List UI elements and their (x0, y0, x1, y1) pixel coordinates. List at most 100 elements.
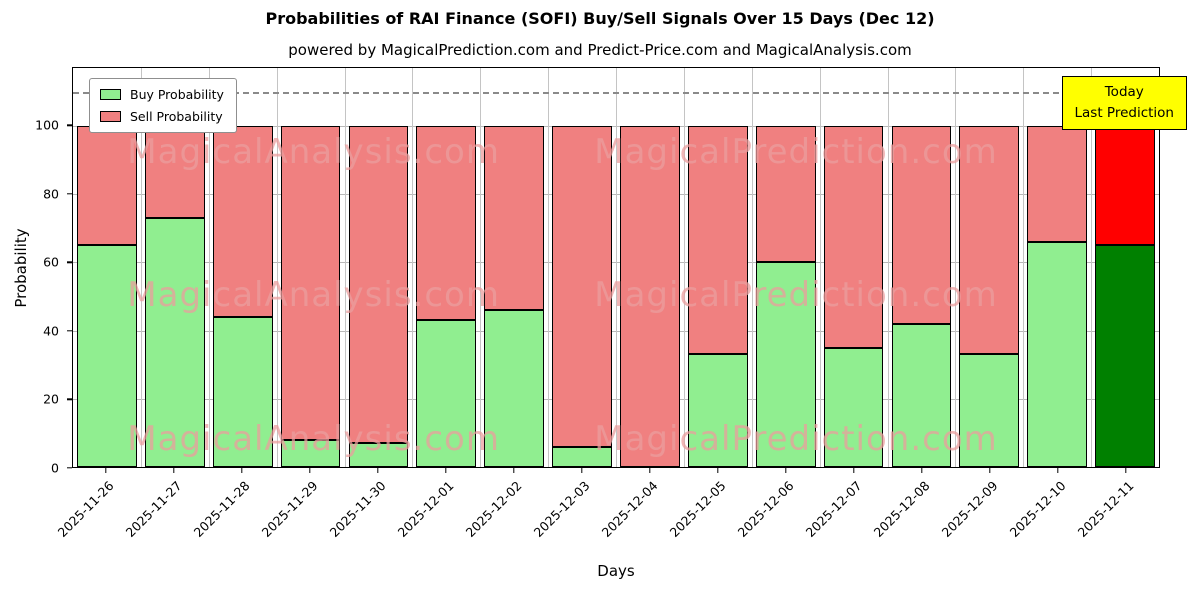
bar-segment-buy (552, 446, 612, 467)
x-tick-label: 2025-12-06 (734, 478, 797, 540)
bar-slot (955, 68, 1023, 467)
y-tick-label: 80 (43, 186, 59, 202)
chart-subtitle: powered by MagicalPrediction.com and Pre… (288, 41, 912, 59)
bar-segment-sell (212, 125, 273, 317)
plot-area: Buy Probability Sell Probability Magical… (72, 67, 1160, 468)
bar-slot (548, 68, 616, 467)
watermark-text: MagicalPrediction.com (594, 275, 998, 316)
bar-segment-sell (959, 125, 1020, 355)
x-tick-label: 2025-12-11 (1074, 478, 1137, 540)
x-gridline (1023, 68, 1025, 467)
x-tick-label: 2025-12-10 (1006, 478, 1069, 540)
x-axis: 2025-11-26 2025-11-27 2025-11-28 2025-11-29… (55, 468, 1160, 598)
bar-segment-sell-today (1095, 126, 1155, 246)
x-axis-label: Days (597, 562, 635, 580)
x-gridline (887, 68, 889, 467)
legend-label-buy: Buy Probability (130, 87, 224, 102)
bar-segment-sell (1027, 126, 1088, 242)
x-gridline (1091, 68, 1093, 467)
x-tick-mark (853, 468, 855, 473)
bar-slot (820, 68, 888, 467)
bar-segment-buy (891, 323, 952, 467)
x-gridline (683, 68, 685, 467)
bar-slot (616, 68, 684, 467)
y-tick-label: 100 (35, 117, 59, 133)
bar-segment-sell (348, 126, 409, 444)
legend-item-sell: Sell Probability (100, 109, 224, 124)
bar-segment-sell (552, 125, 612, 447)
x-gridline (819, 68, 821, 467)
bar-segment-sell (755, 125, 816, 263)
bar-segment-buy (416, 320, 477, 467)
bar-segment-buy (280, 439, 341, 467)
bar-segment-sell (823, 126, 884, 348)
x-gridline (276, 68, 278, 467)
x-tick-label: 2025-12-01 (394, 478, 457, 540)
chart-title: Probabilities of RAI Finance (SOFI) Buy/… (265, 9, 935, 28)
x-tick-mark (921, 468, 923, 473)
x-tick-mark (717, 468, 719, 473)
x-gridline (412, 68, 414, 467)
bar-slot (412, 68, 480, 467)
watermark-text: MagicalPrediction.com (594, 131, 998, 172)
x-tick-label: 2025-12-08 (870, 478, 933, 540)
x-tick-label: 2025-12-02 (462, 478, 525, 540)
x-tick-mark (241, 468, 243, 473)
legend-label-sell: Sell Probability (130, 109, 223, 124)
bar-segment-sell (891, 126, 952, 324)
bar-slot (209, 68, 277, 467)
x-tick-label: 2025-11-28 (190, 478, 253, 540)
bar-segment-buy (755, 262, 816, 467)
bar-segment-sell (484, 126, 545, 311)
x-gridline (480, 68, 482, 467)
x-tick-label: 2025-12-07 (802, 478, 865, 540)
watermark-text: MagicalPrediction.com (594, 419, 998, 460)
x-tick-label: 2025-12-03 (530, 478, 593, 540)
legend-item-buy: Buy Probability (100, 87, 224, 102)
bar-segment-buy (1027, 241, 1088, 467)
x-tick-mark (1057, 468, 1059, 473)
bar-slot (480, 68, 548, 467)
y-tick-mark (67, 124, 72, 126)
bar-slot (141, 68, 209, 467)
x-tick-mark (309, 468, 311, 473)
bar-segment-buy (212, 316, 273, 467)
bar-segment-sell (77, 126, 137, 246)
x-tick-mark (785, 468, 787, 473)
today-annotation: Today Last Prediction (1061, 76, 1187, 130)
y-tick-mark (67, 330, 72, 332)
x-gridline (955, 68, 957, 467)
bar-segment-buy (348, 443, 409, 467)
x-gridline (208, 68, 210, 467)
bar-segment-buy (823, 347, 884, 467)
x-tick-label: 2025-11-27 (122, 478, 185, 540)
legend: Buy Probability Sell Probability (89, 78, 237, 133)
x-tick-label: 2025-11-26 (54, 478, 117, 540)
bar-segment-sell (280, 125, 341, 440)
x-tick-mark (445, 468, 447, 473)
bar-segment-buy (77, 245, 137, 467)
bar-slot (684, 68, 752, 467)
today-annotation-line2: Last Prediction (1074, 104, 1174, 121)
x-gridline (548, 68, 550, 467)
x-gridline (344, 68, 346, 467)
x-gridline (616, 68, 617, 467)
watermark-text: MagicalAnalysis.com (127, 419, 500, 460)
bar-segment-buy (484, 310, 545, 467)
dashed-threshold-line (73, 91, 1159, 94)
watermark-text: MagicalAnalysis.com (127, 131, 500, 172)
x-gridline (751, 68, 753, 467)
bar-slot (1023, 68, 1091, 467)
x-tick-label: 2025-12-04 (598, 478, 661, 540)
bar-segment-buy (687, 354, 748, 467)
y-tick-mark (67, 261, 72, 264)
bar-segment-sell (416, 125, 477, 321)
bar-segment-buy (144, 218, 205, 467)
bar-slot (345, 68, 413, 467)
x-tick-mark (1125, 468, 1127, 473)
bar-segment-sell (687, 125, 748, 355)
y-tick-label: 0 (51, 460, 59, 476)
x-tick-mark (581, 468, 583, 473)
x-tick-mark (649, 468, 651, 473)
